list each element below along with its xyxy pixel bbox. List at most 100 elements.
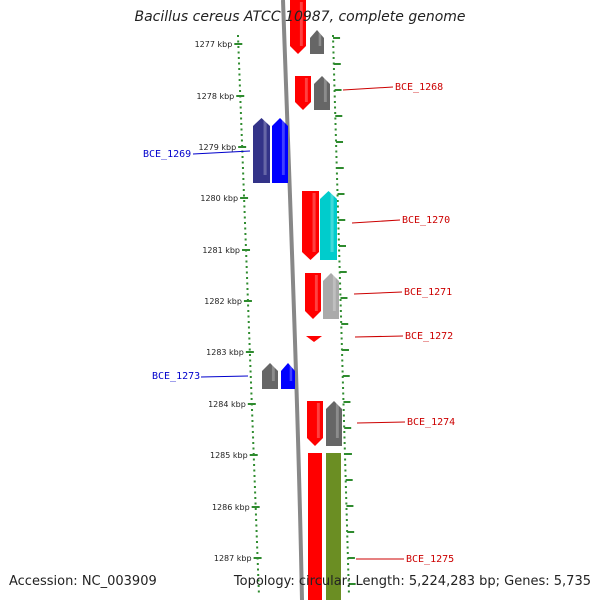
rail-dot <box>251 431 254 433</box>
rail-dot <box>246 282 249 285</box>
rail-dot <box>346 535 349 538</box>
rail-dot <box>257 579 260 582</box>
rail-dot <box>237 57 240 59</box>
tick-label: 1287 kbp <box>214 554 252 563</box>
rail-dot <box>336 194 339 197</box>
rail-dot <box>337 244 340 246</box>
gene-block-bce-1271-shine <box>332 275 336 311</box>
rail-dot <box>255 535 258 538</box>
rail-dot <box>251 425 254 428</box>
rail-dot <box>335 156 338 158</box>
rail-dot <box>347 585 350 587</box>
rail-dot <box>243 216 246 219</box>
right-tick-rail <box>332 35 350 593</box>
rail-dot <box>343 442 346 444</box>
rail-dot <box>246 293 249 296</box>
rail-dot <box>238 84 241 87</box>
rail-dot <box>344 458 347 461</box>
rail-dot <box>248 354 251 356</box>
rail-dot <box>337 216 340 219</box>
left-tick-rail <box>237 35 260 593</box>
accession-text: Accession: NC_003909 <box>9 574 157 589</box>
gene-block-gray-shine <box>318 32 322 46</box>
gene-arrow-bce-1272 <box>306 336 322 342</box>
rail-dot <box>334 123 337 125</box>
rail-dot <box>345 513 348 516</box>
rail-dot <box>332 68 335 70</box>
gene-block-bce-1274 <box>326 401 342 446</box>
rail-dot <box>344 469 347 472</box>
gene-arrow-bce-1268 <box>295 76 311 110</box>
rail-dot <box>339 310 342 312</box>
rail-dot <box>240 128 243 131</box>
tick-label: 1277 kbp <box>195 40 233 49</box>
rail-dot <box>240 117 243 120</box>
rail-dot <box>255 541 258 543</box>
rail-dot <box>257 585 260 587</box>
rail-dot <box>339 299 342 301</box>
gene-arrow-red-shine <box>299 2 303 46</box>
rail-dot <box>336 205 339 208</box>
gene-block-bce-1270-shine <box>330 193 334 252</box>
rail-dot <box>346 530 349 532</box>
rail-dot <box>251 409 254 411</box>
gene-arrow-bce-1273-shine <box>289 365 293 381</box>
rail-dot <box>240 139 243 142</box>
rail-dot <box>345 502 348 505</box>
rail-dot <box>341 381 344 384</box>
rail-dot <box>243 211 246 213</box>
rail-dot <box>254 497 257 499</box>
rail-dot <box>255 530 258 532</box>
tick-label: 1278 kbp <box>197 92 235 101</box>
gene-arrow-bce-1274-shine <box>316 403 320 438</box>
rail-dot <box>338 255 341 257</box>
rail-dot <box>238 62 241 65</box>
rail-dot <box>332 46 335 48</box>
rail-dot <box>345 524 348 527</box>
rail-dot <box>340 348 343 351</box>
rail-dot <box>256 563 259 565</box>
rail-dot <box>242 183 245 186</box>
rail-dot <box>333 84 336 87</box>
tick-label: 1280 kbp <box>200 194 238 203</box>
tick-label: 1282 kbp <box>204 297 242 306</box>
rail-dot <box>347 574 350 576</box>
gene-arrow-bce-1269 <box>272 118 288 183</box>
rail-dot <box>242 194 245 197</box>
rail-dot <box>341 354 344 356</box>
gene-label-bce-1275: BCE_1275 <box>406 554 454 565</box>
rail-dot <box>241 167 244 169</box>
rail-dot <box>341 365 344 367</box>
rail-dot <box>339 293 342 296</box>
gene-arrow-bce-1273 <box>281 363 295 389</box>
gene-leader-line <box>192 150 251 155</box>
rail-dot <box>249 370 252 373</box>
rail-dot <box>338 266 341 268</box>
gene-block-bce-1268 <box>314 76 330 110</box>
gene-block-bce-1269 <box>253 118 270 183</box>
rail-dot <box>332 40 335 43</box>
rail-dot <box>333 73 336 76</box>
rail-dot <box>245 260 248 263</box>
gene-arrow-bce-1271-shine <box>314 275 318 311</box>
rail-dot <box>250 392 253 395</box>
rail-dot <box>252 436 255 439</box>
rail-dot <box>334 112 337 114</box>
rail-dot <box>255 519 258 521</box>
rail-dot <box>338 260 341 263</box>
rail-dot <box>332 51 335 54</box>
rail-dot <box>334 134 337 136</box>
rail-dot <box>344 475 347 477</box>
rail-dot <box>336 200 339 202</box>
gene-block-gray <box>310 30 324 54</box>
rail-dot <box>247 310 250 312</box>
rail-dot <box>255 524 258 527</box>
rail-dot <box>343 436 346 439</box>
rail-dot <box>244 222 247 224</box>
rail-dot <box>340 332 343 334</box>
gene-label-bce-1268: BCE_1268 <box>395 82 443 93</box>
gene-block-bce-1275-olive <box>326 453 341 600</box>
rail-dot <box>253 486 256 488</box>
rail-dot <box>342 398 345 400</box>
